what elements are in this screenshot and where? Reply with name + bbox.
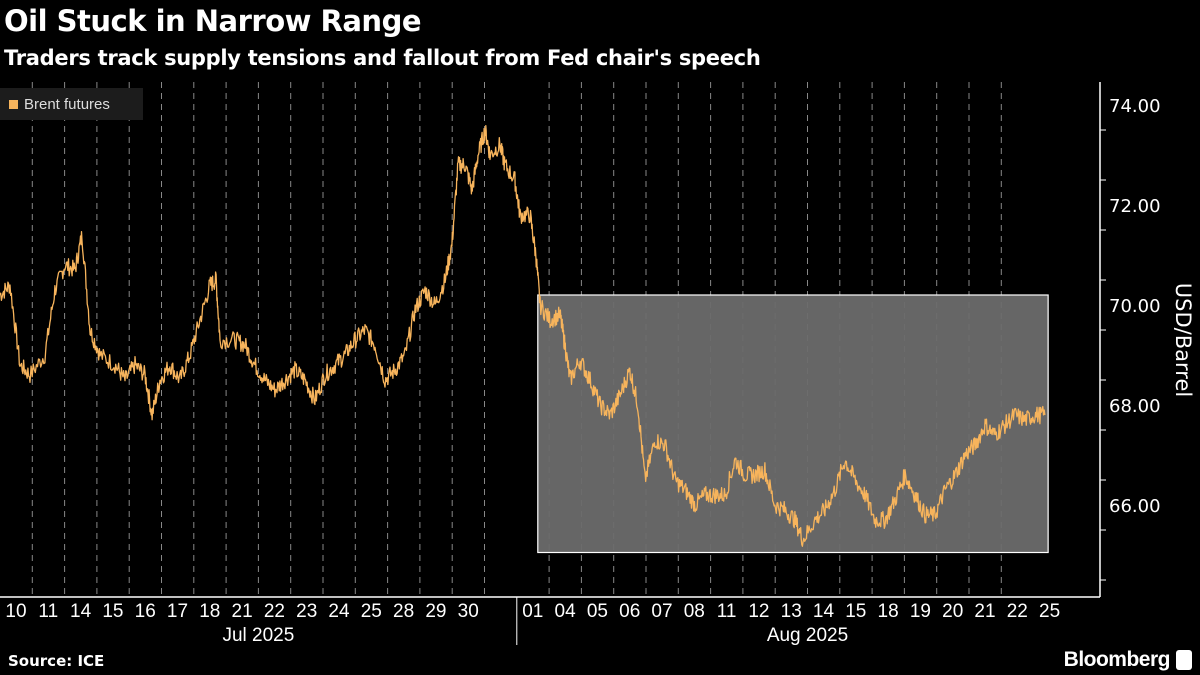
month-label: Jul 2025: [222, 625, 294, 646]
x-tick-label: 25: [1039, 601, 1060, 622]
y-axis: 74.00 72.00 70.00 68.00 66.00: [1099, 82, 1161, 597]
series-brent: [0, 125, 1046, 547]
x-tick-label: 22: [1007, 601, 1028, 622]
x-tick-label: 30: [458, 601, 479, 622]
x-tick-label: 04: [555, 601, 577, 622]
x-tick-label: 18: [199, 601, 220, 622]
x-tick-label: 29: [425, 601, 446, 622]
x-tick-label: 25: [361, 601, 382, 622]
y-tick-label: 66.00: [1109, 496, 1161, 517]
x-tick-label: 12: [748, 601, 769, 622]
x-tick-label: 10: [5, 601, 26, 622]
x-tick-label: 24: [328, 601, 350, 622]
x-tick-label: 15: [845, 601, 866, 622]
x-tick-label: 19: [910, 601, 931, 622]
x-tick-label: 17: [167, 601, 188, 622]
x-tick-label: 16: [135, 601, 156, 622]
x-tick-label: 18: [878, 601, 899, 622]
bloomberg-terminal-icon: [1176, 650, 1192, 670]
x-tick-label: 14: [70, 601, 92, 622]
x-tick-label: 20: [942, 601, 963, 622]
chart-title: Oil Stuck in Narrow Range: [4, 4, 422, 38]
x-tick-label: 21: [232, 601, 253, 622]
y-tick-label: 70.00: [1109, 296, 1161, 317]
x-tick-label: 11: [38, 601, 58, 622]
legend: Brent futures: [0, 88, 143, 120]
x-tick-label: 14: [813, 601, 835, 622]
highlight-range-box: [537, 294, 1049, 554]
x-tick-label: 07: [651, 601, 672, 622]
x-axis: 10 11 14 15 16 17 18 21 22 23 24 25 28 29 30 01 04 05 06 07…: [0, 596, 1100, 646]
chart-subtitle: Traders track supply tensions and fallou…: [4, 46, 761, 70]
x-tick-label: 11: [717, 601, 737, 622]
source-note: Source: ICE: [8, 652, 105, 670]
x-tick-label: 28: [393, 601, 414, 622]
legend-label: Brent futures: [24, 95, 110, 113]
y-tick-label: 72.00: [1109, 196, 1161, 217]
series-line-brent-futures: [0, 125, 1046, 547]
y-tick-label: 68.00: [1109, 396, 1161, 417]
x-tick-label: 22: [264, 601, 285, 622]
bloomberg-logo: Bloomberg: [1063, 648, 1171, 671]
x-tick-label: 15: [102, 601, 123, 622]
x-tick-label: 21: [974, 601, 995, 622]
x-tick-label: 08: [684, 601, 705, 622]
x-tick-label: 01: [522, 601, 543, 622]
x-tick-label: 13: [781, 601, 802, 622]
month-label: Aug 2025: [767, 625, 848, 646]
x-tick-label: 23: [296, 601, 317, 622]
y-axis-label: USD/Barrel: [1171, 283, 1195, 397]
x-tick-label: 06: [619, 601, 640, 622]
x-tick-label: 05: [587, 601, 608, 622]
y-tick-label: 74.00: [1109, 96, 1161, 117]
legend-swatch: [9, 99, 18, 109]
